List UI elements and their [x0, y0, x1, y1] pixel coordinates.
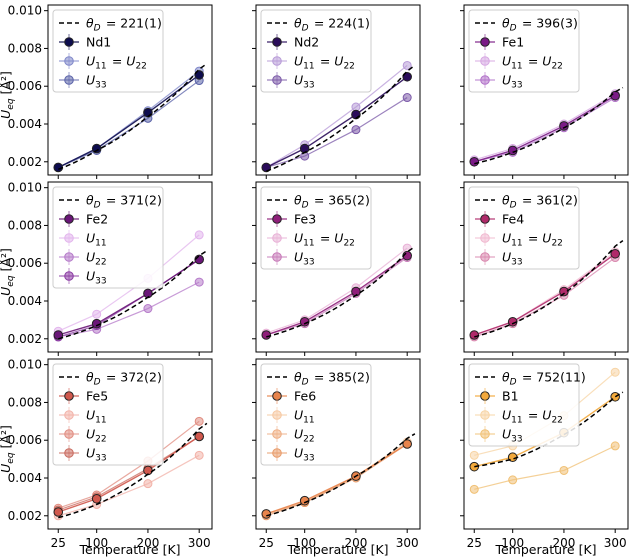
data-point [470, 485, 478, 493]
data-point [92, 144, 101, 153]
data-point [300, 144, 309, 153]
y-tick-label: 0.004 [8, 294, 42, 308]
y-tick-label: 0.004 [8, 117, 42, 131]
x-tick-label: 25 [259, 536, 274, 550]
legend-label: Fe1 [502, 35, 524, 50]
legend-label: Fe6 [294, 389, 316, 404]
panel-8: 25 100 200 300 θD = 385(2)Fe6 U11 U22 U33 [252, 359, 420, 550]
y-tick-label: 0.002 [8, 332, 42, 346]
x-tick-label: 300 [396, 536, 419, 550]
data-point [560, 466, 568, 474]
series-u11-u22 [470, 90, 619, 164]
data-point [611, 91, 620, 100]
legend: θD = 361(2)Fe4U11 = U22 U33 [469, 187, 579, 269]
debye-fit-line [474, 88, 623, 164]
data-point [262, 331, 271, 340]
data-point [262, 510, 271, 519]
data-point [144, 480, 152, 488]
series-u33 [470, 442, 619, 493]
legend: θD = 371(2)Fe2U11 U22 U33 [53, 187, 163, 288]
legend: θD = 224(1)Nd2 U11 = U22 U33 [261, 10, 371, 92]
legend: θD = 385(2)Fe6 U11 U22 U33 [261, 364, 371, 465]
data-point [54, 508, 63, 517]
data-point [195, 432, 204, 441]
data-point [509, 476, 517, 484]
legend: θD = 396(3)Fe1 U11 = U22 U33 [469, 10, 579, 92]
y-tick-label: 0.006 [8, 256, 42, 270]
y-tick-label: 0.008 [8, 218, 42, 232]
y-tick-label: 0.006 [8, 433, 42, 447]
x-axis-label: Temperature [K] [494, 542, 596, 557]
data-point [195, 231, 203, 239]
x-axis-label: Temperature [K] [78, 542, 180, 557]
panel-5: θD = 365(2)Fe3 U11 = U22 U33 [252, 182, 420, 356]
x-tick-label: 300 [604, 536, 627, 550]
data-point [144, 305, 152, 313]
y-tick-label: 0.008 [8, 41, 42, 55]
data-point [195, 278, 203, 286]
y-tick-label: 0.002 [8, 155, 42, 169]
data-point [195, 451, 203, 459]
panel-4: 0.002 0.004 0.006 0.008 0.010 θD = 371(2)Fe2 U… [8, 181, 212, 356]
y-tick-label: 0.004 [8, 471, 42, 485]
legend: θD = 372(2)Fe5U11 U22 U33 [53, 364, 163, 465]
y-tick-label: 0.010 [8, 181, 42, 195]
legend: θD = 752(11)B1U11 = U22 U33 [469, 364, 586, 446]
series-line [58, 81, 199, 168]
x-axis-label: Temperature [K] [286, 542, 388, 557]
data-point [403, 440, 412, 449]
data-point [92, 494, 101, 503]
legend-label: Fe5 [86, 389, 108, 404]
legend: θD = 365(2)Fe3U11 = U22 U33 [261, 187, 371, 269]
legend-label: Fe4 [502, 212, 524, 227]
data-point [470, 331, 479, 340]
data-point [611, 249, 620, 258]
data-point [560, 287, 569, 296]
legend: θD = 221(1)Nd1U11 = U22 U33 [53, 10, 163, 92]
y-tick-label: 0.010 [8, 358, 42, 372]
x-tick-label: 25 [51, 536, 66, 550]
panel-6: θD = 361(2)Fe4 U11 = U22 U33 [460, 182, 628, 356]
series-line [474, 98, 615, 162]
data-point [93, 310, 101, 318]
x-tick-label: 300 [188, 536, 211, 550]
data-point [611, 368, 619, 376]
legend-label: Nd2 [294, 35, 319, 50]
y-axis-label-group: Ueq [Å²] Ueq [Å²] Ueq [Å²] [0, 71, 16, 473]
series-line [474, 446, 615, 489]
data-point [352, 126, 360, 134]
panels: 0.002 0.004 0.006 0.008 0.010 θD = 221(1)Nd1 U… [8, 4, 628, 550]
panel-7: 25 100 200 300 0.002 0.004 0.006 0.008 0.010 θD =… [8, 358, 212, 550]
data-point [470, 451, 478, 459]
series-line [474, 94, 615, 160]
panel-2: θD = 224(1)Nd2U11 = U22 U33 [252, 5, 420, 179]
y-tick-label: 0.002 [8, 509, 42, 523]
y-tick-label: 0.008 [8, 395, 42, 409]
data-point [611, 442, 619, 450]
panel-3: θD = 396(3)Fe1 U11 = U22 U33 [460, 5, 628, 179]
x-tick-label: 25 [467, 536, 482, 550]
legend-label: Fe3 [294, 212, 316, 227]
y-tick-label: 0.010 [8, 4, 42, 18]
panel-1: 0.002 0.004 0.006 0.008 0.010 θD = 221(1)Nd1U… [8, 4, 212, 179]
legend-label: Nd1 [86, 35, 111, 50]
y-tick-label: 0.006 [8, 79, 42, 93]
x-axis-label-group: Temperature [K] Temperature [K] Temperatur… [78, 542, 596, 557]
panel-9: 25 100 200 300 θD = 752(11)B1 U11 = U22 U33 [460, 359, 628, 550]
data-point [403, 94, 411, 102]
legend-label: B1 [502, 389, 519, 404]
data-point [470, 157, 479, 166]
data-point [195, 417, 203, 425]
legend-label: Fe2 [86, 212, 108, 227]
